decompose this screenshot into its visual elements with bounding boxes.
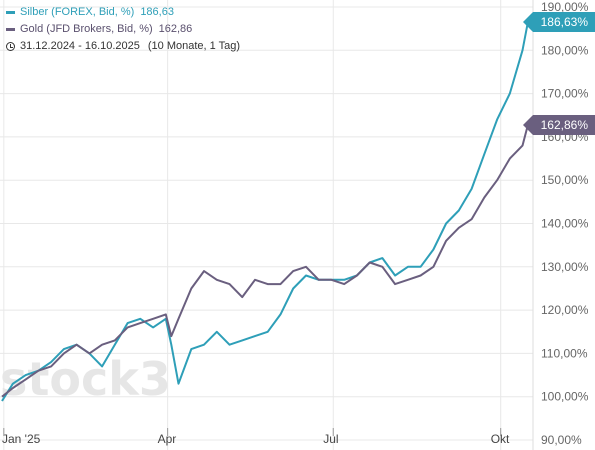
x-axis-ticks xyxy=(3,428,502,436)
legend-swatch-gold xyxy=(6,28,15,31)
date-range-duration: (10 Monate, 1 Tag) xyxy=(147,40,241,52)
y-tick-label: 180,00% xyxy=(541,43,589,57)
gold-last-value-badge: 162,86% xyxy=(522,114,595,135)
watermark: stock3 xyxy=(0,352,171,406)
y-tick-label: 90,00% xyxy=(541,433,582,447)
x-tick-label: Jul xyxy=(323,432,338,446)
y-tick-label: 140,00% xyxy=(541,217,589,231)
y-axis-labels: 90,00% 100,00% 110,00% 120,00% 130,00% 140,00… xyxy=(541,0,589,447)
legend-label-silber: Silber (FOREX, Bid, %) xyxy=(20,6,135,18)
y-tick-label: 120,00% xyxy=(541,303,589,317)
x-tick-label: Apr xyxy=(158,432,177,446)
y-tick-label: 130,00% xyxy=(541,260,589,274)
grid-lines xyxy=(0,0,534,450)
legend-date-range: 31.12.2024 - 16.10.2025 (10 Monate, 1 Ta… xyxy=(6,38,240,55)
series-line-gold xyxy=(1,124,529,398)
y-tick-label: 100,00% xyxy=(541,390,589,404)
x-tick-label: Okt xyxy=(491,432,510,446)
clock-icon xyxy=(6,42,15,51)
x-tick-label: Jan '25 xyxy=(2,432,41,446)
legend-value-gold: 162,86 xyxy=(158,23,193,35)
date-range-text: 31.12.2024 - 16.10.2025 xyxy=(20,40,140,52)
legend-item-silber[interactable]: Silber (FOREX, Bid, %) 186,63 xyxy=(6,4,240,21)
legend-label-gold: Gold (JFD Brokers, Bid, %) xyxy=(20,23,153,35)
legend: Silber (FOREX, Bid, %) 186,63 Gold (JFD … xyxy=(6,4,240,55)
legend-swatch-silber xyxy=(6,11,15,14)
series-line-silber xyxy=(1,21,529,402)
y-tick-label: 150,00% xyxy=(541,173,589,187)
series-lines xyxy=(1,21,529,402)
legend-value-silber: 186,63 xyxy=(140,6,174,18)
silber-last-value-badge: 186,63% xyxy=(522,11,595,32)
y-tick-label: 190,00% xyxy=(541,0,589,14)
legend-item-gold[interactable]: Gold (JFD Brokers, Bid, %) 162,86 xyxy=(6,21,240,38)
x-axis-labels: Jan '25 Apr Jul Okt xyxy=(2,432,510,446)
y-tick-label: 170,00% xyxy=(541,87,589,101)
y-tick-label: 110,00% xyxy=(541,346,588,360)
